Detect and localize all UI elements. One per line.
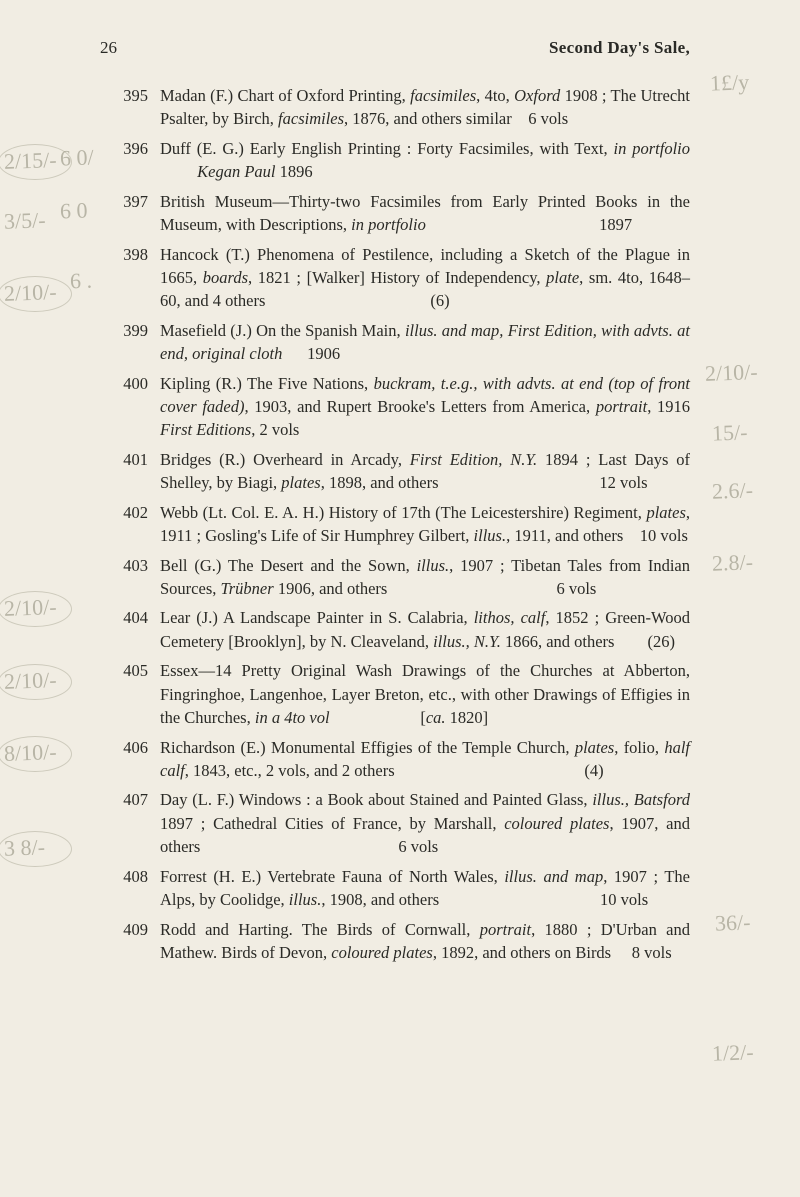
pencil-annotation: 3/5/-	[4, 207, 46, 234]
lot-description: Forrest (H. E.) Vertebrate Fauna of Nort…	[160, 865, 690, 912]
lot-number: 406	[100, 736, 160, 783]
pencil-annotation: 2.6/-	[712, 477, 754, 504]
lot-entry: 396Duff (E. G.) Early English Printing :…	[100, 137, 690, 184]
lot-description: British Museum—Thirty-two Facsimiles fro…	[160, 190, 690, 237]
lot-number: 407	[100, 788, 160, 858]
lot-number: 402	[100, 501, 160, 548]
lot-description: Madan (F.) Chart of Oxford Printing, fac…	[160, 84, 690, 131]
lot-number: 409	[100, 918, 160, 965]
lot-description: Day (L. F.) Windows : a Book about Stain…	[160, 788, 690, 858]
pencil-circle	[0, 276, 72, 312]
page-number: 26	[100, 38, 117, 58]
lot-description: Lear (J.) A Landscape Painter in S. Cala…	[160, 606, 690, 653]
lot-description: Webb (Lt. Col. E. A. H.) History of 17th…	[160, 501, 690, 548]
running-title: Second Day's Sale,	[549, 38, 690, 58]
pencil-circle	[0, 736, 72, 772]
pencil-circle	[0, 664, 72, 700]
lot-entry: 404Lear (J.) A Landscape Painter in S. C…	[100, 606, 690, 653]
lot-entry: 398Hancock (T.) Phenomena of Pestilence,…	[100, 243, 690, 313]
lot-description: Rodd and Harting. The Birds of Cornwall,…	[160, 918, 690, 965]
lot-entry: 395Madan (F.) Chart of Oxford Printing, …	[100, 84, 690, 131]
lot-entry: 407Day (L. F.) Windows : a Book about St…	[100, 788, 690, 858]
lot-entry: 405Essex—14 Pretty Original Wash Drawing…	[100, 659, 690, 729]
lot-entry: 402Webb (Lt. Col. E. A. H.) History of 1…	[100, 501, 690, 548]
lot-entry: 408Forrest (H. E.) Vertebrate Fauna of N…	[100, 865, 690, 912]
pencil-circle	[0, 144, 72, 180]
lot-number: 403	[100, 554, 160, 601]
lot-description: Bridges (R.) Overheard in Arcady, First …	[160, 448, 690, 495]
pencil-annotation: 2/15/-	[4, 147, 57, 175]
pencil-annotation: 36/-	[715, 909, 751, 936]
pencil-annotation: 6 .	[70, 268, 93, 295]
lot-description: Masefield (J.) On the Spanish Main, illu…	[160, 319, 690, 366]
pencil-annotation: 15/-	[712, 419, 748, 446]
lot-number: 405	[100, 659, 160, 729]
pencil-circle	[0, 591, 72, 627]
lot-entry: 406Richardson (E.) Monumental Effigies o…	[100, 736, 690, 783]
pencil-annotation: 2/10/-	[705, 359, 758, 387]
pencil-annotation: 1£/y	[710, 69, 750, 96]
pencil-circle	[0, 831, 72, 867]
lot-number: 399	[100, 319, 160, 366]
pencil-annotation: 2/10/-	[4, 594, 57, 622]
lot-entry: 403Bell (G.) The Desert and the Sown, il…	[100, 554, 690, 601]
lot-description: Essex—14 Pretty Original Wash Drawings o…	[160, 659, 690, 729]
lot-description: Richardson (E.) Monumental Effigies of t…	[160, 736, 690, 783]
lot-description: Bell (G.) The Desert and the Sown, illus…	[160, 554, 690, 601]
pencil-annotation: 6 0/	[60, 144, 95, 171]
lot-entry: 399Masefield (J.) On the Spanish Main, i…	[100, 319, 690, 366]
lot-number: 397	[100, 190, 160, 237]
pencil-annotation: 6 0	[60, 198, 88, 225]
lot-entry: 400Kipling (R.) The Five Nations, buckra…	[100, 372, 690, 442]
lot-number: 398	[100, 243, 160, 313]
lot-number: 404	[100, 606, 160, 653]
pencil-annotation: 2.8/-	[712, 549, 754, 576]
pencil-annotation: 2/10/-	[4, 667, 57, 695]
lot-list: 395Madan (F.) Chart of Oxford Printing, …	[100, 84, 690, 964]
lot-entry: 397British Museum—Thirty-two Facsimiles …	[100, 190, 690, 237]
lot-entry: 409Rodd and Harting. The Birds of Cornwa…	[100, 918, 690, 965]
running-header: 26 Second Day's Sale,	[100, 38, 690, 58]
pencil-annotation: 1/2/-	[712, 1039, 754, 1066]
pencil-annotation: 8/10/-	[4, 739, 57, 767]
lot-number: 408	[100, 865, 160, 912]
lot-number: 395	[100, 84, 160, 131]
lot-number: 400	[100, 372, 160, 442]
lot-number: 396	[100, 137, 160, 184]
lot-description: Hancock (T.) Phenomena of Pestilence, in…	[160, 243, 690, 313]
page-body: 26 Second Day's Sale, 395Madan (F.) Char…	[100, 38, 690, 970]
lot-number: 401	[100, 448, 160, 495]
lot-description: Duff (E. G.) Early English Printing : Fo…	[160, 137, 690, 184]
lot-description: Kipling (R.) The Five Nations, buckram, …	[160, 372, 690, 442]
lot-entry: 401Bridges (R.) Overheard in Arcady, Fir…	[100, 448, 690, 495]
pencil-annotation: 2/10/-	[4, 279, 57, 307]
pencil-annotation: 3 8/-	[4, 834, 46, 861]
